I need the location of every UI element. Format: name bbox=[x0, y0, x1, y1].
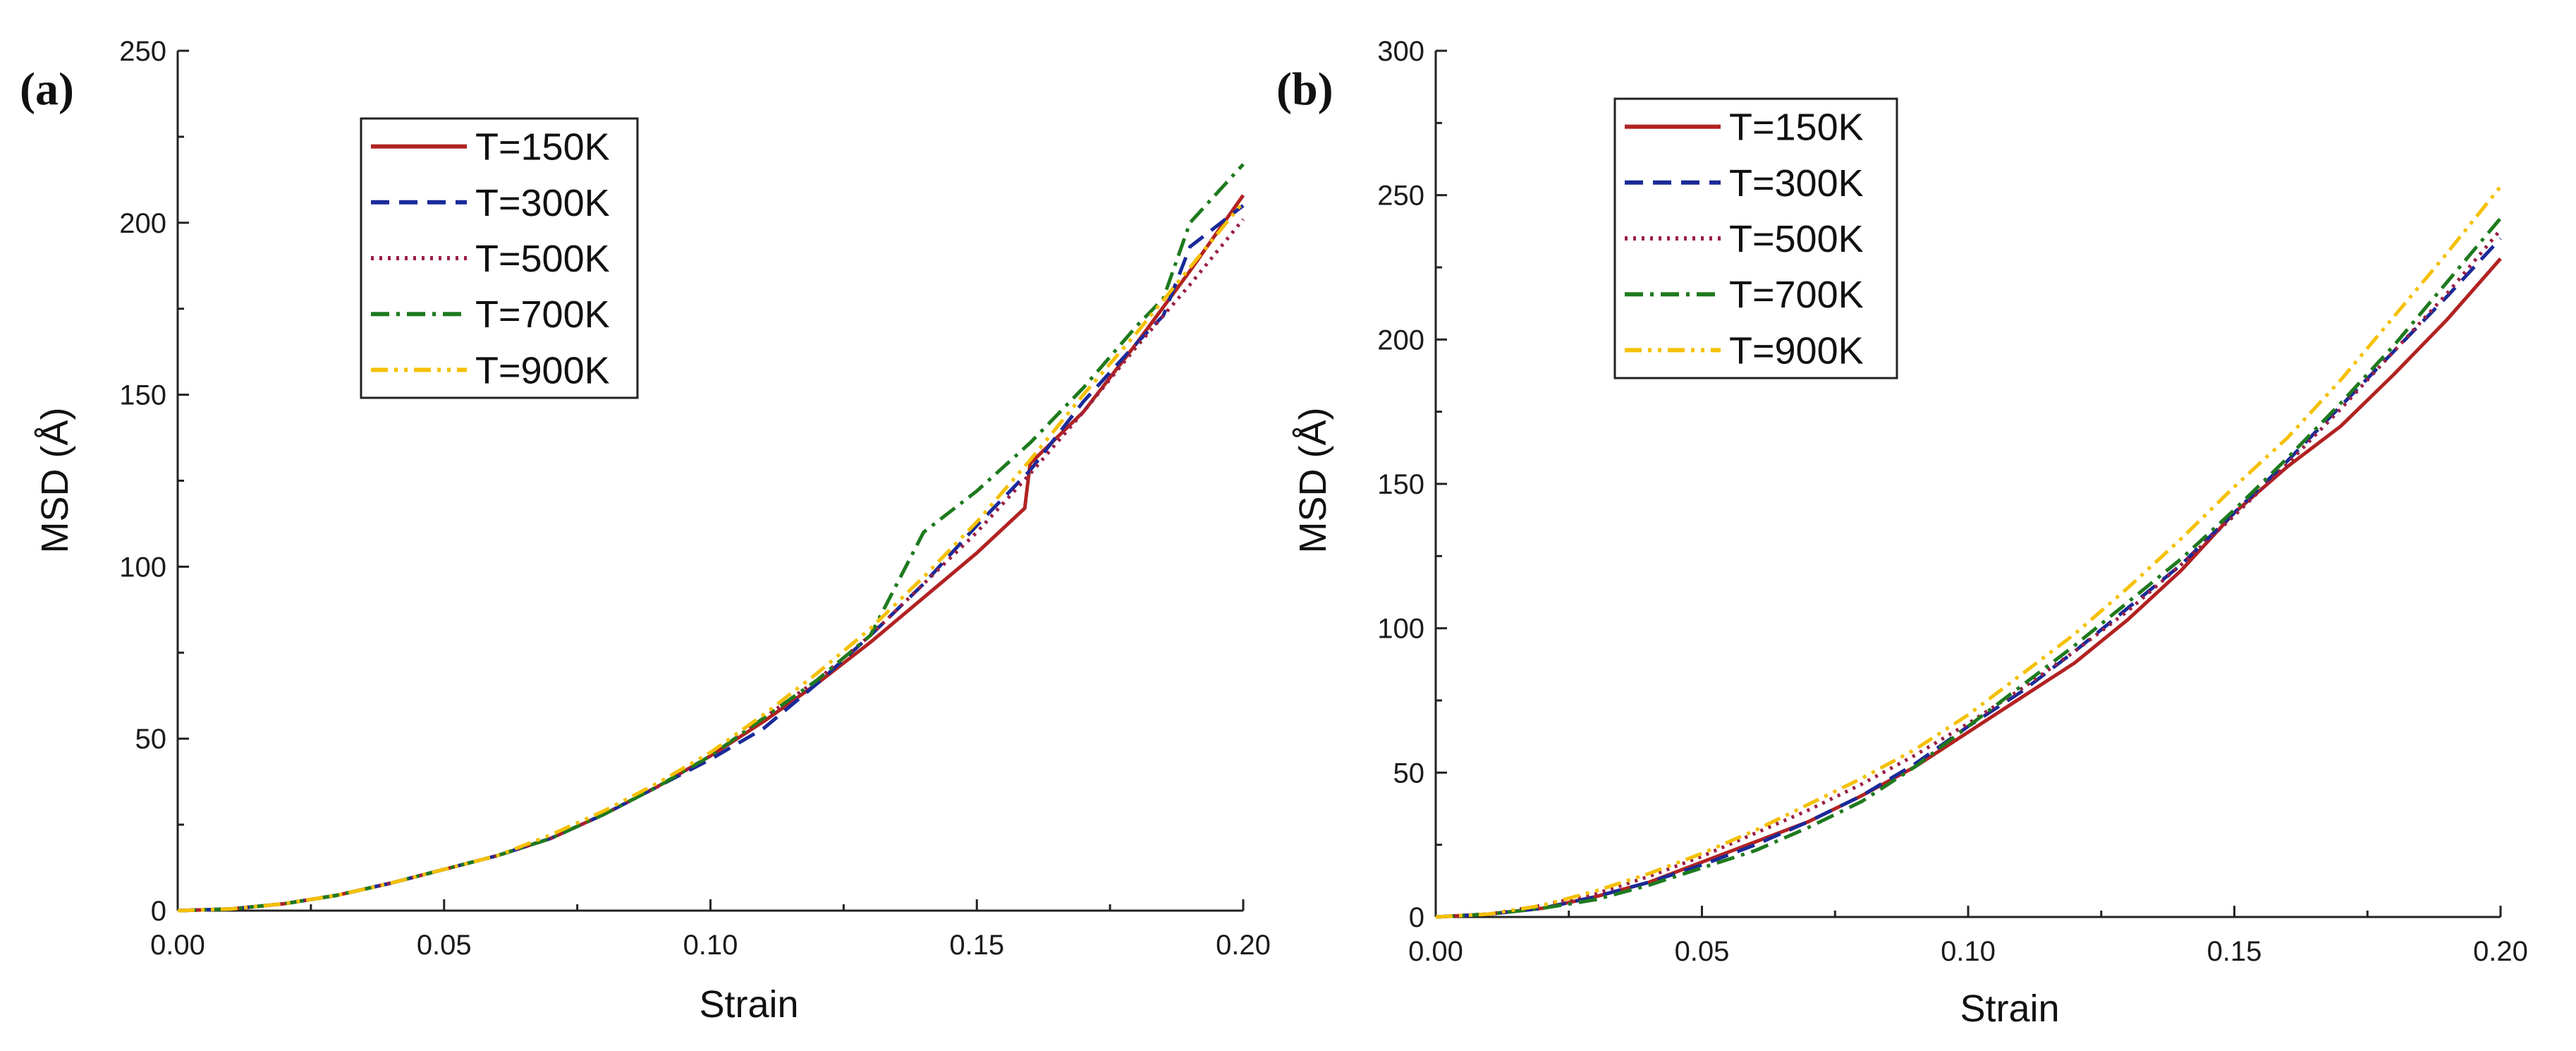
panel-b: 0.00 0.05 0.10 0.15 0.20 0 50 100 150 200 250 300 (… bbox=[1276, 36, 2528, 1030]
panel-b-x-tick-label: 0.15 bbox=[2207, 936, 2262, 967]
panel-a-series-t-900k bbox=[177, 200, 1245, 913]
panel-b-legend-label: T=300K bbox=[1729, 162, 1864, 205]
panel-b-series-t-900k bbox=[1435, 185, 2502, 919]
panel-b-axes: 0.00 0.05 0.10 0.15 0.20 0 50 100 150 200 250 300 bbox=[1377, 36, 2528, 967]
panel-b-legend: T=150K T=300K T=500K T=700K T=900K bbox=[1613, 97, 1898, 379]
panel-b-x-tick-label: 0.00 bbox=[1408, 936, 1463, 967]
panel-b-y-axis-title: MSD (Å) bbox=[1292, 408, 1334, 554]
panel-b-y-tick-label: 50 bbox=[1393, 758, 1425, 789]
panel-b-series-t-700k bbox=[1435, 217, 2502, 919]
panel-a-legend-label: T=900K bbox=[475, 349, 610, 391]
panel-a-series bbox=[177, 163, 1245, 913]
panel-b-x-axis-title: Strain bbox=[1960, 988, 2059, 1030]
panel-a-axes: 0.00 0.05 0.10 0.15 0.20 0 50 100 150 200 250 bbox=[119, 36, 1271, 961]
panel-a-x-axis-title: Strain bbox=[699, 983, 798, 1026]
panel-a-label: (a) bbox=[20, 63, 74, 115]
panel-a-legend-label: T=700K bbox=[475, 293, 610, 336]
panel-b-series-t-500k bbox=[1435, 229, 2502, 919]
panel-b-legend-box bbox=[1613, 97, 1898, 379]
panel-a-x-tick-label: 0.15 bbox=[949, 930, 1004, 961]
panel-a-y-tick-label: 250 bbox=[119, 36, 166, 67]
panel-a-y-axis-title: MSD (Å) bbox=[34, 408, 76, 554]
panel-b-x-tick-label: 0.20 bbox=[2473, 936, 2528, 967]
panel-a-legend: T=150K T=300K T=500K T=700K T=900K bbox=[360, 117, 639, 399]
panel-a-legend-label: T=150K bbox=[475, 126, 610, 169]
panel-b-legend-label: T=700K bbox=[1729, 274, 1864, 316]
panel-a-y-tick-label: 150 bbox=[119, 380, 166, 411]
panel-a-y-tick-label: 100 bbox=[119, 552, 166, 583]
panel-b-x-tick-label: 0.10 bbox=[1941, 936, 1996, 967]
panel-a-y-tick-label: 0 bbox=[151, 896, 166, 927]
panel-a-y-tick-label: 200 bbox=[119, 208, 166, 239]
panel-b-legend-label: T=900K bbox=[1729, 329, 1864, 372]
panel-a-x-tick-label: 0.05 bbox=[417, 930, 472, 961]
panel-b-y-tick-label: 200 bbox=[1377, 324, 1424, 356]
panel-b-series bbox=[1435, 185, 2502, 919]
panel-b-label: (b) bbox=[1276, 63, 1333, 115]
panel-b-y-tick-label: 250 bbox=[1377, 181, 1424, 212]
panel-a-x-tick-label: 0.10 bbox=[683, 930, 738, 961]
panel-b-x-tick-label: 0.05 bbox=[1675, 936, 1730, 967]
panel-a-legend-label: T=500K bbox=[475, 238, 610, 280]
panel-a-legend-label: T=300K bbox=[475, 182, 610, 224]
panel-b-legend-label: T=150K bbox=[1729, 107, 1864, 149]
panel-b-y-tick-label: 0 bbox=[1409, 902, 1424, 933]
panel-a-x-tick-label: 0.00 bbox=[150, 930, 205, 961]
panel-a-y-tick-label: 50 bbox=[135, 724, 167, 755]
panel-b-y-tick-label: 300 bbox=[1377, 36, 1424, 67]
panel-a-x-tick-label: 0.20 bbox=[1216, 930, 1271, 961]
panel-b-y-tick-label: 100 bbox=[1377, 614, 1424, 645]
panel-b-y-tick-label: 150 bbox=[1377, 469, 1424, 500]
panel-b-legend-label: T=500K bbox=[1729, 218, 1864, 260]
